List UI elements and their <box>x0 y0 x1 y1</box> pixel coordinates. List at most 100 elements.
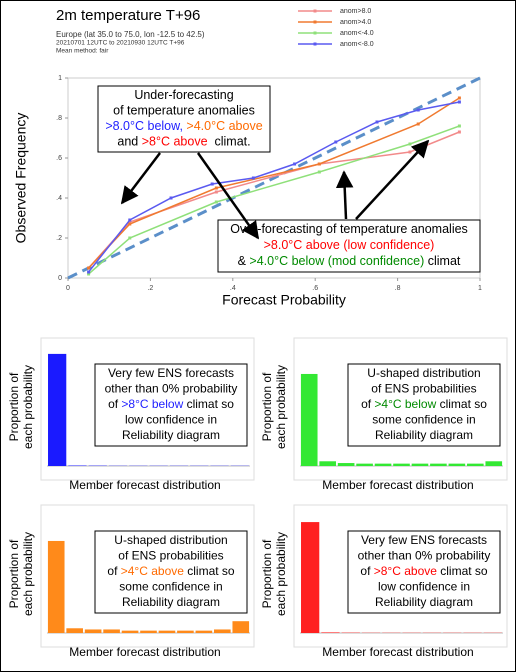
series-marker <box>210 182 214 186</box>
annotation-text: Reliability diagram <box>375 595 473 609</box>
plot-frame <box>40 337 255 481</box>
annotation-text: some confidence in <box>119 580 222 594</box>
annotation: U-shaped distribution of ENS probabilitie… <box>347 363 501 447</box>
arrow <box>196 152 260 240</box>
annotation-box <box>97 85 271 153</box>
series-marker <box>317 170 321 174</box>
bar-panel: Proportion of each probability Member fore… <box>260 337 508 492</box>
annotation-line: other than 0% probability <box>105 382 238 396</box>
series-marker <box>334 140 338 144</box>
x-tick-label: .8 <box>395 285 401 292</box>
annotation-text: Under-forecasting <box>134 88 233 102</box>
y-axis-label: each probability <box>274 365 288 449</box>
series-marker <box>169 196 173 200</box>
annotation-box <box>94 530 248 614</box>
annotation-text: Very few ENS forecasts <box>361 533 487 547</box>
annotation-line: of ENS probabilities <box>118 549 223 563</box>
annotation-text: of <box>107 564 120 578</box>
annotation: Very few ENS forecasts other than 0% prob… <box>94 363 248 447</box>
arrow <box>120 152 161 205</box>
annotation-text: >4.0°C above <box>186 119 262 133</box>
bar-panel: Proportion of each probability Member fore… <box>260 504 508 659</box>
y-axis-label: Proportion of <box>260 539 274 608</box>
plot-frame <box>293 337 508 481</box>
annotation-line: Over-forecasting of temperature anomalie… <box>230 222 468 236</box>
y-tick-label: .2 <box>56 235 62 242</box>
annotation-text: climat <box>424 254 461 268</box>
bar <box>411 463 429 466</box>
bar <box>319 461 336 466</box>
annotation-text: climat. <box>208 135 251 149</box>
annotation-text: >8°C above <box>142 135 208 149</box>
annotation-line: U-shaped distribution <box>367 366 480 380</box>
x-axis-label: Forecast Probability <box>222 292 346 308</box>
y-axis-label: Observed Frequency <box>13 113 29 244</box>
y-tick-label: 0 <box>58 275 62 282</box>
annotation-line: Very few ENS forecasts <box>108 366 234 380</box>
series-marker <box>214 190 218 194</box>
legend-label: anom>4.0 <box>340 19 371 26</box>
y-axis-label: each probability <box>274 532 288 616</box>
bar <box>195 630 213 633</box>
y-axis-label: each probability <box>21 532 35 616</box>
bar <box>356 463 373 466</box>
annotation-line: low confidence in <box>378 580 470 594</box>
annotation-line: some confidence in <box>372 413 475 427</box>
annotation-text: Reliability diagram <box>122 428 220 442</box>
annotation-line: Reliability diagram <box>122 428 220 442</box>
annotation-line: >8.0°C below, >4.0°C above <box>105 119 262 133</box>
annotation-text: of <box>108 397 121 411</box>
annotation-text: other than 0% probability <box>358 549 491 563</box>
annotation-box <box>347 363 501 447</box>
bar-panel: Proportion of each probability Member fore… <box>7 337 255 492</box>
arrows <box>120 139 430 240</box>
annotation-line: Reliability diagram <box>375 595 473 609</box>
y-axis-label: each probability <box>21 365 35 449</box>
annotation-line: Under-forecasting <box>134 88 233 102</box>
series-marker <box>87 266 91 270</box>
annotation-box <box>94 363 248 447</box>
plot-frame <box>40 504 255 648</box>
bar <box>177 630 194 633</box>
annotation-text: of temperature anomalies <box>113 104 255 118</box>
series-marker <box>128 236 132 240</box>
chart-subtitle: 20210701 12UTC to 20210930 12UTC T+96 <box>56 40 185 47</box>
annotation-text: climat so <box>184 564 235 578</box>
x-tick-label: 1 <box>478 285 482 292</box>
series-marker <box>457 96 461 100</box>
series-marker <box>457 130 461 134</box>
annotation-text: Reliability diagram <box>375 428 473 442</box>
x-axis-label: Member forecast distribution <box>322 645 473 659</box>
bar <box>393 463 410 466</box>
legend-label: anom<-8.0 <box>340 41 374 48</box>
y-tick-label: 1 <box>58 75 62 82</box>
annotation: U-shaped distribution of ENS probabilitie… <box>94 530 248 614</box>
annotation-text: >8.0°C below, <box>105 119 186 133</box>
arrow <box>335 170 354 220</box>
series-marker <box>457 100 461 104</box>
arrow <box>355 139 430 220</box>
annotation-line: Very few ENS forecasts <box>361 533 487 547</box>
bar <box>158 630 176 633</box>
annotation-line: of >4°C below climat so <box>361 397 487 411</box>
bar <box>448 463 466 466</box>
plot-frame <box>67 77 481 279</box>
annotation-box <box>347 530 501 614</box>
legend-label: anom<-4.0 <box>340 30 374 37</box>
annotation-text: Very few ENS forecasts <box>108 366 234 380</box>
annotation-text: U-shaped distribution <box>114 533 227 547</box>
bar <box>48 353 67 466</box>
series-marker <box>128 218 132 222</box>
legend-marker <box>313 31 317 35</box>
x-axis-label: Member forecast distribution <box>322 478 473 492</box>
annotation-box <box>217 219 481 273</box>
bar <box>301 522 320 633</box>
x-tick-label: 0 <box>66 285 70 292</box>
bar <box>214 629 231 633</box>
annotation-text: other than 0% probability <box>105 382 238 396</box>
bar <box>84 629 102 633</box>
series-marker <box>293 162 297 166</box>
bar <box>337 463 355 466</box>
annotation-text: >8°C above <box>374 564 438 578</box>
annotation-text: Reliability diagram <box>122 595 220 609</box>
